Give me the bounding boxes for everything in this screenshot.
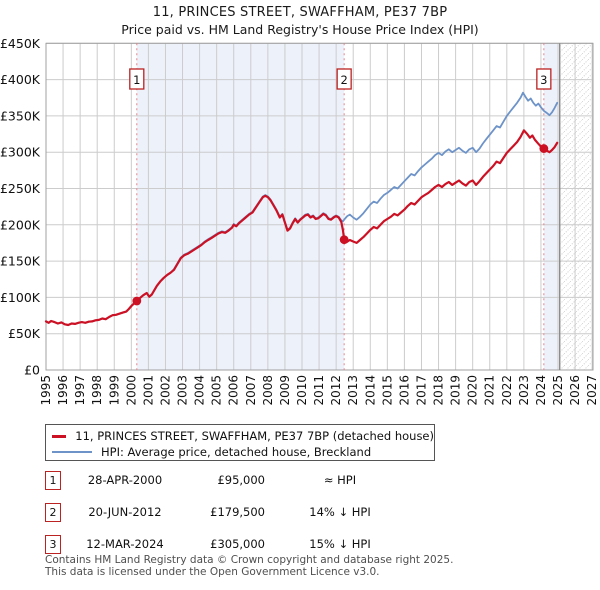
page-title: 11, PRINCES STREET, SWAFFHAM, PE37 7BP [152,5,448,20]
property-line-swatch [52,434,67,438]
chart-marker-box-1 [129,68,145,90]
sale-price: £305,000 [210,537,265,551]
forecast-hatch-region [559,43,593,371]
sale-date: 12-MAR-2024 [86,537,164,551]
x-axis-label: 2019 [449,375,463,406]
sale-vs-hpi: 15% ↓ HPI [309,537,371,551]
chart-gridlines [45,42,593,371]
x-axis-label: 2010 [295,375,309,406]
chart-marker-label-1: 1 [133,73,140,87]
x-axis-label: 2023 [517,375,531,406]
sale-dot-1 [132,296,142,306]
sale-dot-3 [539,144,549,153]
x-axis-label: 2007 [244,375,258,406]
shaded-band-1 [136,43,345,371]
chart-marker-box-2 [336,68,352,90]
sale-date: 20-JUN-2012 [88,505,162,519]
x-axis-label: 2004 [193,375,207,406]
price-history-chart: 1 2 3 £0 £50K £100K £150K £200K £250K £300K £350K £… [0,36,599,406]
chart-legend: 11, PRINCES STREET, SWAFFHAM, PE37 7BP (… [45,424,435,461]
y-axis-label: £400K [0,72,41,87]
x-axis-label: 2021 [483,375,497,406]
license-footer: Contains HM Land Registry data © Crown c… [45,554,585,578]
y-axis-label: £50K [8,326,41,341]
x-axis-label: 2016 [397,375,411,406]
x-axis-label: 2020 [466,375,480,406]
sale-vs-hpi: 14% ↓ HPI [309,505,371,519]
sale-row-1: 1 28-APR-2000 £95,000 ≈ HPI [0,471,600,491]
sale-number-badge: 1 [45,471,61,490]
x-axis-label: 2024 [534,375,548,406]
sale-dot-2 [339,235,349,245]
chart-marker-label-2: 2 [340,73,347,87]
plot-frame [45,42,594,371]
x-axis-label: 2000 [124,375,138,406]
x-axis-label: 2005 [210,375,224,406]
sale-row-2: 2 20-JUN-2012 £179,500 14% ↓ HPI [0,503,600,523]
x-axis-label: 1998 [90,375,104,406]
hpi-line-swatch [52,451,92,453]
x-axis-label: 2009 [278,375,292,406]
footer-line-2: This data is licensed under the Open Gov… [45,565,380,578]
legend-label: 11, PRINCES STREET, SWAFFHAM, PE37 7BP (… [75,429,434,443]
sale-vs-hpi: ≈ HPI [323,473,357,487]
shaded-band-2 [543,43,560,371]
y-axis-label: £0 [24,363,40,378]
x-axis-label: 2013 [346,375,360,406]
sale-price: £95,000 [217,473,265,487]
legend-label: HPI: Average price, detached house, Brec… [101,445,372,459]
x-axis-label: 2006 [227,375,241,406]
legend-item-hpi: HPI: Average price, detached house, Brec… [52,444,434,460]
page-subtitle: Price paid vs. HM Land Registry's House … [121,22,479,37]
sale-number-badge: 2 [45,503,61,522]
x-axis-label: 2008 [261,375,275,406]
x-axis-label: 2003 [176,375,190,406]
y-axis-label: £150K [0,254,41,269]
y-axis-label: £100K [0,290,41,305]
x-axis-label: 2001 [141,375,155,406]
x-axis-label: 2015 [380,375,394,406]
x-axis-label: 2022 [500,375,514,406]
x-axis-label: 2027 [585,375,599,406]
sale-row-3: 3 12-MAR-2024 £305,000 15% ↓ HPI [0,535,600,555]
x-axis-label: 2002 [158,375,172,406]
x-axis-label: 2017 [414,375,428,406]
x-axis-label: 2011 [312,375,326,406]
x-axis-label: 2018 [432,375,446,406]
x-axis-label: 2026 [568,375,582,406]
y-axis-label: £300K [0,145,41,160]
x-axis-label: 1996 [56,375,70,406]
sale-date: 28-APR-2000 [87,473,163,487]
y-axis-label: £250K [0,181,41,196]
chart-marker-box-3 [536,68,552,90]
x-axis-label: 1997 [73,375,87,406]
footer-line-1: Contains HM Land Registry data © Crown c… [45,554,454,566]
sale-price: £179,500 [210,505,265,519]
chart-marker-label-3: 3 [540,73,547,87]
x-axis-label: 1995 [39,375,53,406]
y-axis-label: £450K [0,36,41,51]
y-axis-label: £200K [0,217,41,232]
x-axis-label: 1999 [107,375,121,406]
x-axis-label: 2012 [329,375,343,406]
x-axis-label: 2025 [551,375,565,406]
legend-item-property: 11, PRINCES STREET, SWAFFHAM, PE37 7BP (… [52,428,434,444]
y-axis-label: £350K [0,108,41,123]
sale-number-badge: 3 [45,535,61,554]
x-axis-label: 2014 [363,375,377,406]
